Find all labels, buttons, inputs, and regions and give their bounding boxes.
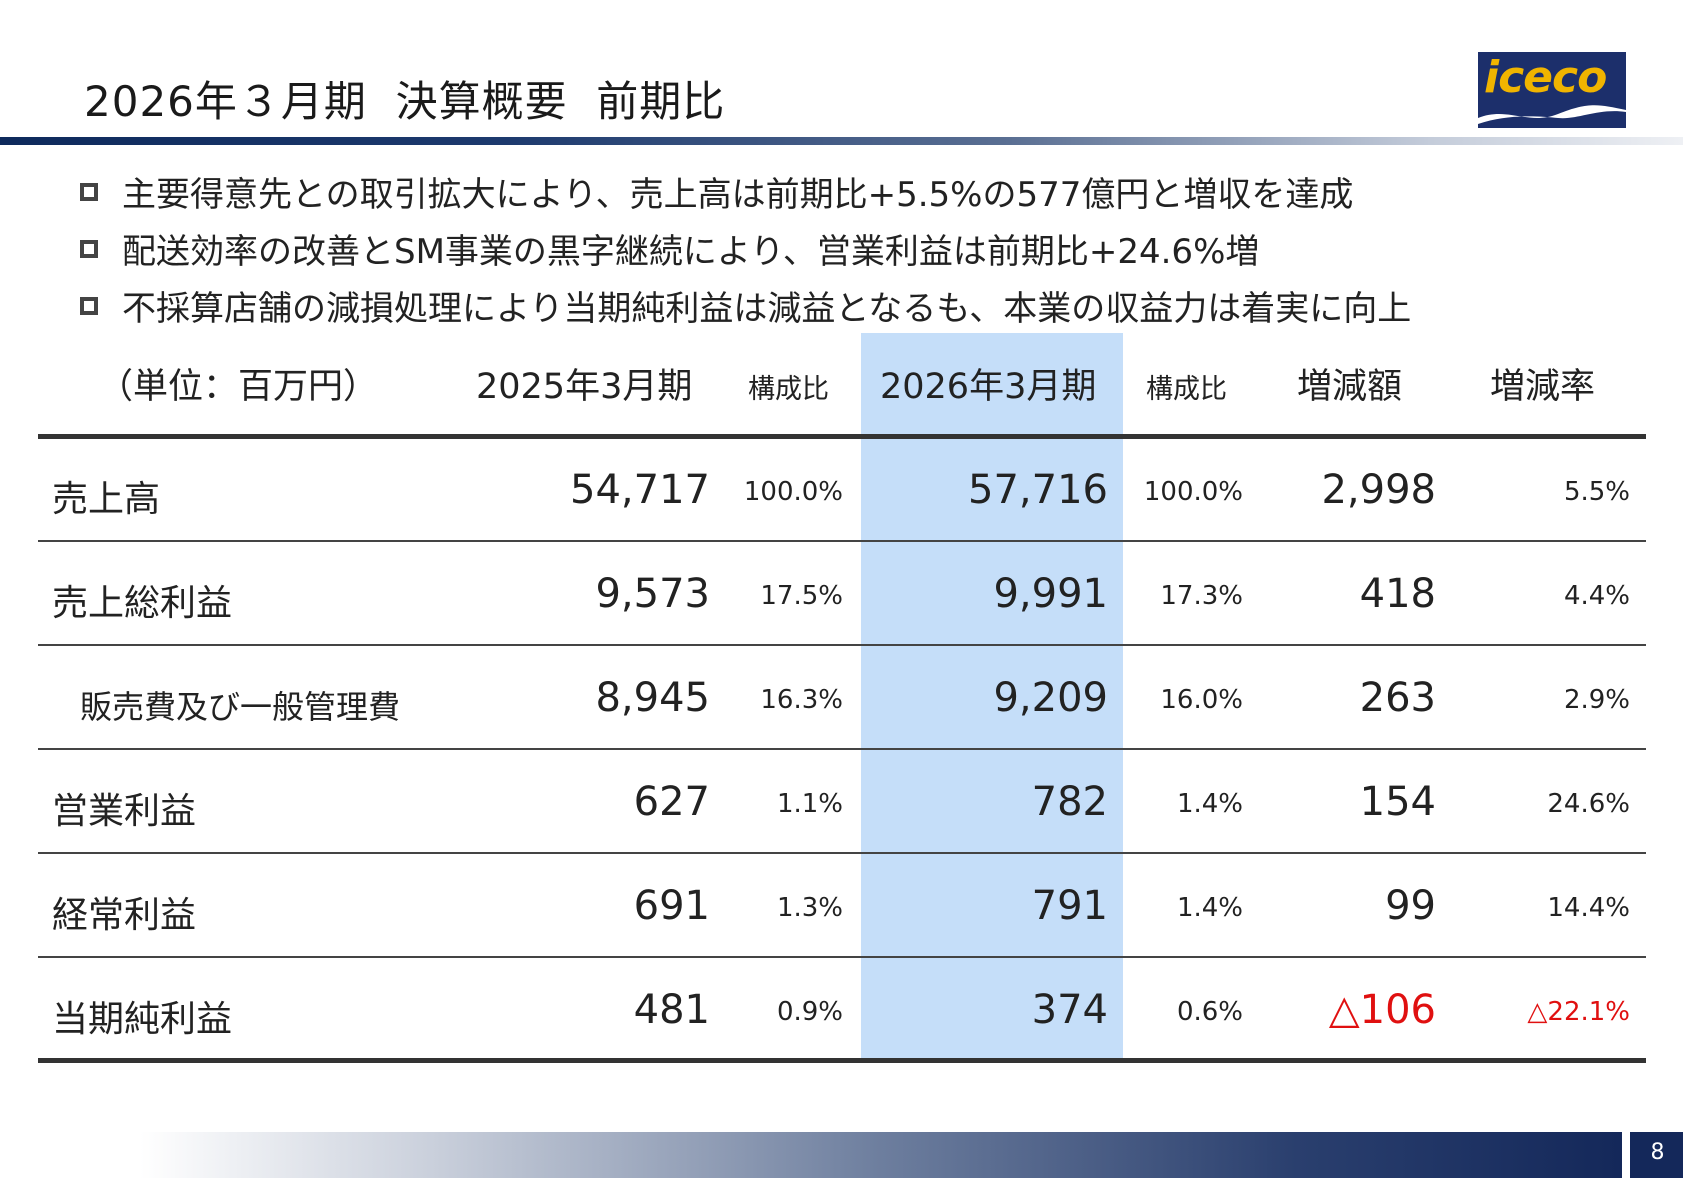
diff-value: 263: [1359, 675, 1436, 721]
logo-text: iceco: [1484, 52, 1607, 103]
header-curr-ratio: 構成比: [1146, 374, 1227, 405]
prev-ratio: 100.0%: [743, 477, 843, 507]
row-divider: [38, 748, 1646, 750]
curr-value: 374: [1031, 987, 1108, 1033]
curr-value: 9,209: [993, 675, 1108, 721]
curr-value: 57,716: [968, 467, 1108, 513]
curr-value: 9,991: [993, 571, 1108, 617]
curr-value: 791: [1031, 883, 1108, 929]
footer-separator: [1630, 1132, 1632, 1178]
prev-value: 627: [633, 779, 710, 825]
curr-ratio: 16.0%: [1160, 685, 1243, 715]
bullet-item: 主要得意先との取引拡大により、売上高は前期比+5.5%の577億円と増収を達成: [80, 163, 1411, 220]
bullet-item: 不採算店舗の減損処理により当期純利益は減益となるも、本業の収益力は着実に向上: [80, 277, 1411, 334]
header-diff: 増減額: [1297, 367, 1403, 407]
table-top-rule: [38, 434, 1646, 439]
header-rate: 増減率: [1490, 367, 1596, 407]
rate-value: 5.5%: [1563, 477, 1630, 507]
row-label: 経常利益: [52, 895, 197, 936]
row-label: 当期純利益: [52, 999, 233, 1040]
square-bullet-icon: [80, 239, 98, 258]
square-bullet-icon: [80, 182, 98, 201]
prev-ratio: 1.1%: [776, 789, 843, 819]
row-label: 販売費及び一般管理費: [80, 688, 401, 726]
current-year-highlight: [861, 333, 1123, 1061]
header-prev-year: 2025年3月期: [476, 367, 693, 407]
header-unit: （単位：百万円）: [98, 367, 379, 407]
row-divider: [38, 540, 1646, 542]
prev-ratio: 16.3%: [760, 685, 843, 715]
bullet-text: 主要得意先との取引拡大により、売上高は前期比+5.5%の577億円と増収を達成: [122, 175, 1354, 215]
page-title: 2026年３月期 決算概要 前期比: [84, 77, 726, 126]
prev-value: 8,945: [595, 675, 710, 721]
curr-ratio: 17.3%: [1160, 581, 1243, 611]
prev-value: 54,717: [570, 467, 710, 513]
footer-page-box: [1632, 1132, 1683, 1178]
bullet-text: 不採算店舗の減損処理により当期純利益は減益となるも、本業の収益力は着実に向上: [122, 289, 1412, 329]
curr-ratio: 1.4%: [1176, 893, 1243, 923]
table-bottom-rule: [38, 1058, 1646, 1063]
header-rule: [0, 137, 1683, 145]
row-divider: [38, 956, 1646, 958]
table-row: 経常利益 691 1.3% 791 1.4% 99 14.4%: [0, 856, 1683, 956]
footer-bar: [140, 1132, 1622, 1178]
table-row: 売上高 54,717 100.0% 57,716 100.0% 2,998 5.…: [0, 440, 1683, 540]
summary-bullets: 主要得意先との取引拡大により、売上高は前期比+5.5%の577億円と増収を達成 …: [80, 163, 1411, 334]
header-curr-year: 2026年3月期: [880, 367, 1097, 407]
row-divider: [38, 852, 1646, 854]
curr-value: 782: [1031, 779, 1108, 825]
rate-value: 24.6%: [1547, 789, 1630, 819]
row-label: 営業利益: [52, 791, 197, 832]
rate-value: 14.4%: [1547, 893, 1630, 923]
prev-value: 481: [633, 987, 710, 1033]
table-row: 販売費及び一般管理費 8,945 16.3% 9,209 16.0% 263 2…: [0, 648, 1683, 748]
diff-value: 418: [1359, 571, 1436, 617]
row-label: 売上総利益: [52, 583, 233, 624]
header-prev-ratio: 構成比: [748, 374, 829, 405]
square-bullet-icon: [80, 296, 98, 315]
diff-value: 2,998: [1321, 467, 1436, 513]
iceco-logo: iceco: [1478, 52, 1626, 128]
prev-value: 9,573: [595, 571, 710, 617]
rate-value: △22.1%: [1527, 997, 1630, 1027]
diff-value: △106: [1328, 987, 1436, 1033]
rate-value: 4.4%: [1563, 581, 1630, 611]
diff-value: 99: [1385, 883, 1436, 929]
prev-value: 691: [633, 883, 710, 929]
bullet-item: 配送効率の改善とSM事業の黒字継続により、営業利益は前期比+24.6%増: [80, 220, 1411, 277]
row-label: 売上高: [52, 479, 161, 520]
table-row: 営業利益 627 1.1% 782 1.4% 154 24.6%: [0, 752, 1683, 852]
prev-ratio: 1.3%: [776, 893, 843, 923]
logo-wave-icon: [1478, 105, 1626, 124]
rate-value: 2.9%: [1563, 685, 1630, 715]
prev-ratio: 17.5%: [760, 581, 843, 611]
table-row: 当期純利益 481 0.9% 374 0.6% △106 △22.1%: [0, 960, 1683, 1060]
bullet-text: 配送効率の改善とSM事業の黒字継続により、営業利益は前期比+24.6%増: [122, 232, 1260, 272]
curr-ratio: 1.4%: [1176, 789, 1243, 819]
curr-ratio: 100.0%: [1143, 477, 1243, 507]
diff-value: 154: [1359, 779, 1436, 825]
prev-ratio: 0.9%: [776, 997, 843, 1027]
curr-ratio: 0.6%: [1176, 997, 1243, 1027]
row-divider: [38, 644, 1646, 646]
page-number: 8: [1650, 1140, 1665, 1165]
table-row: 売上総利益 9,573 17.5% 9,991 17.3% 418 4.4%: [0, 544, 1683, 644]
